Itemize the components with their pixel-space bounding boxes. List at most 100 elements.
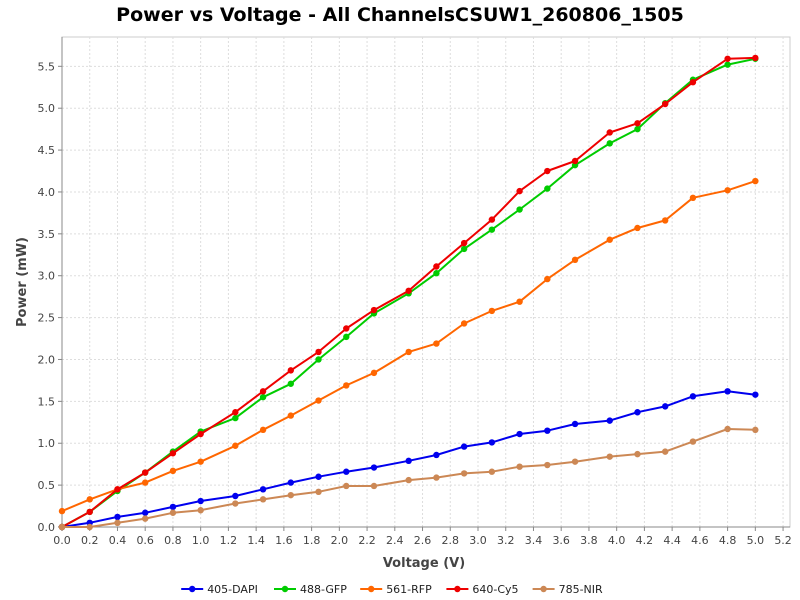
data-point <box>544 275 551 283</box>
data-point <box>114 513 121 521</box>
y-tick-label: 2.0 <box>38 353 56 366</box>
data-point <box>634 125 641 133</box>
axes: 0.0 0.2 0.4 0.6 0.8 1.0 1.2 1.4 1.6 1.8 2.0 2.2 2.4 2… <box>38 37 792 547</box>
data-point <box>724 425 731 433</box>
data-point <box>370 464 378 471</box>
data-point <box>287 380 294 387</box>
data-point <box>460 470 468 477</box>
data-point <box>752 391 759 398</box>
legend-swatch-marker <box>189 585 196 593</box>
series-561-RFP <box>58 177 759 515</box>
legend-item: 785-NIR <box>532 583 603 596</box>
series-640-Cy5 <box>58 54 759 531</box>
data-point <box>516 206 523 213</box>
data-point <box>689 79 697 86</box>
legend-label: 640-Cy5 <box>472 583 518 596</box>
x-tick-label: 1.8 <box>303 534 321 547</box>
data-point <box>460 239 468 247</box>
series-785-NIR <box>58 425 759 531</box>
data-point <box>571 420 579 428</box>
data-point <box>516 430 523 438</box>
data-point <box>689 393 697 400</box>
x-tick-label: 4.2 <box>636 534 654 547</box>
x-tick-label: 3.4 <box>525 534 543 547</box>
data-point <box>752 54 759 62</box>
data-point <box>662 217 669 224</box>
data-point <box>232 492 239 500</box>
x-tick-label: 5.0 <box>747 534 765 547</box>
data-point <box>343 468 350 475</box>
y-tick-label: 3.5 <box>38 228 56 241</box>
data-point <box>544 461 551 469</box>
data-point <box>232 442 239 449</box>
data-point <box>606 140 613 147</box>
data-point <box>689 194 697 202</box>
data-point <box>232 500 239 507</box>
legend-swatch-marker <box>454 585 461 593</box>
data-point <box>433 340 440 347</box>
x-tick-label: 0.8 <box>164 534 182 547</box>
data-point <box>259 486 267 493</box>
x-tick-label: 4.4 <box>663 534 681 547</box>
data-point <box>516 298 523 305</box>
data-point <box>287 367 294 374</box>
data-point <box>197 497 204 505</box>
data-point <box>433 474 440 481</box>
data-point <box>460 245 468 253</box>
data-point <box>606 236 613 243</box>
data-point <box>724 388 731 395</box>
legend-label: 561-RFP <box>386 583 432 596</box>
data-point <box>315 488 322 496</box>
x-tick-label: 0.6 <box>136 534 154 547</box>
data-point <box>724 187 731 194</box>
x-tick-label: 0.0 <box>53 534 71 547</box>
data-point <box>606 417 613 424</box>
legend-swatch-marker <box>540 585 547 593</box>
data-point <box>405 348 412 356</box>
y-tick-label: 5.0 <box>38 102 56 115</box>
legend-label: 785-NIR <box>559 583 603 596</box>
data-point <box>488 439 496 446</box>
data-point <box>488 216 496 223</box>
data-point <box>724 61 731 68</box>
x-tick-label: 2.0 <box>331 534 349 547</box>
data-point <box>516 187 523 195</box>
x-tick-label: 3.6 <box>552 534 570 547</box>
chart-title: Power vs Voltage - All ChannelsCSUW1_260… <box>116 4 684 26</box>
y-axis-label: Power (mW) <box>15 237 30 327</box>
data-point <box>343 382 350 389</box>
data-point <box>86 496 93 503</box>
x-tick-label: 5.2 <box>774 534 792 547</box>
data-point <box>58 523 66 531</box>
x-axis-label: Voltage (V) <box>383 556 465 571</box>
data-point <box>169 509 177 516</box>
data-point <box>169 450 177 457</box>
data-point <box>488 468 496 475</box>
data-point <box>662 448 669 455</box>
data-point <box>259 496 267 503</box>
data-point <box>606 129 613 136</box>
legend-swatch-marker <box>368 585 375 593</box>
data-point <box>634 409 641 416</box>
y-tick-label: 3.0 <box>38 270 56 283</box>
data-point <box>662 403 669 410</box>
data-point <box>488 226 496 233</box>
legend-swatch-marker <box>281 585 289 593</box>
data-point <box>662 100 669 108</box>
data-point <box>405 457 412 465</box>
data-point <box>460 320 468 327</box>
x-tick-label: 3.2 <box>497 534 515 547</box>
data-point <box>752 177 759 185</box>
x-tick-label: 2.6 <box>414 534 432 547</box>
data-point <box>86 523 93 531</box>
y-tick-label: 5.5 <box>38 60 56 73</box>
x-tick-label: 0.2 <box>81 534 99 547</box>
legend: 405-DAPI 488-GFP 561-RFP 640-Cy5 785-NIR <box>181 583 603 596</box>
data-point <box>634 120 641 127</box>
data-point <box>197 430 204 438</box>
legend-item: 561-RFP <box>360 583 432 596</box>
data-point <box>433 263 440 270</box>
x-tick-label: 4.0 <box>608 534 626 547</box>
data-point <box>287 479 294 486</box>
